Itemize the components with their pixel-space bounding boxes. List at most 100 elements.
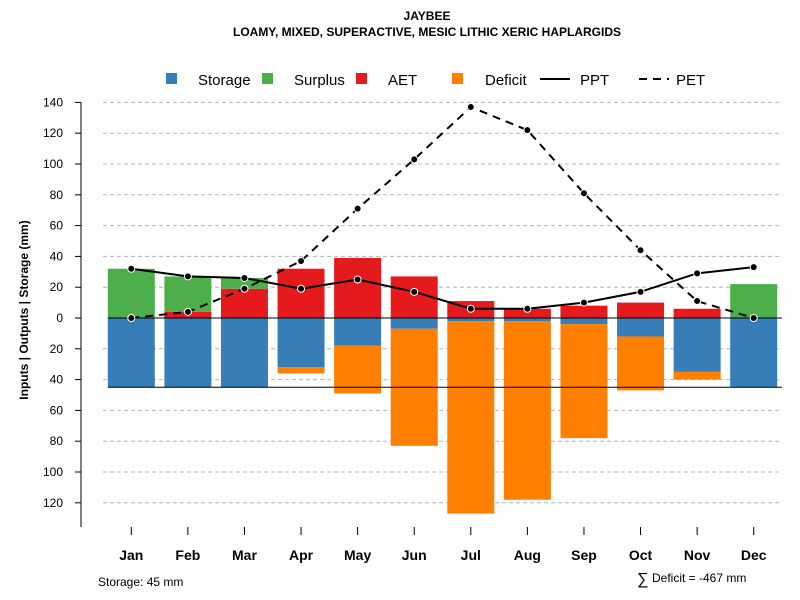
storage-bar (730, 318, 778, 388)
deficit-bar (503, 321, 551, 500)
deficit-bar (673, 371, 721, 380)
ppt-point (466, 304, 475, 313)
legend-swatch-surplus (262, 73, 273, 84)
legend-label-deficit: Deficit (485, 72, 528, 89)
legend-swatch-storage (166, 73, 177, 84)
ppt-point (636, 287, 645, 296)
deficit-sum-symbol: ∑ (637, 571, 648, 588)
x-tick-label: Oct (629, 547, 653, 563)
x-tick-label: May (344, 547, 371, 563)
pet-point (240, 284, 249, 293)
bars (107, 257, 778, 514)
y-tick-label: 100 (43, 465, 63, 479)
aet-bar (560, 305, 608, 318)
ppt-point (579, 298, 588, 307)
pet-point (693, 297, 702, 306)
deficit-bar (617, 336, 665, 391)
storage-bar (617, 318, 665, 337)
storage-bar (390, 318, 438, 329)
y-tick-label: 40 (50, 249, 64, 263)
legend-swatch-aet (356, 73, 367, 84)
ppt-point (693, 269, 702, 278)
y-axis-label: Inputs | Outputs | Storage (mm) (17, 220, 31, 399)
y-tick-label: 60 (50, 403, 64, 417)
storage-bar (334, 318, 382, 346)
ppt-point (297, 284, 306, 293)
chart-subtitle: LOAMY, MIXED, SUPERACTIVE, MESIC LITHIC … (233, 25, 621, 39)
x-tick-label: Mar (232, 547, 257, 563)
storage-bar (560, 318, 608, 325)
y-tick-label: 80 (50, 434, 64, 448)
storage-bar (107, 318, 155, 388)
legend: Storage Surplus AET Deficit PPT PET (166, 72, 705, 89)
x-tick-label: Jun (402, 547, 427, 563)
pet-point (183, 307, 192, 316)
surplus-bar (107, 268, 155, 318)
deficit-bar (277, 367, 325, 374)
ppt-point (183, 272, 192, 281)
deficit-bar (447, 321, 495, 514)
storage-bar (277, 318, 325, 368)
legend-swatch-deficit (452, 73, 463, 84)
y-tick-label: 140 (43, 95, 63, 109)
surplus-bar (220, 277, 268, 289)
aet-bar (673, 308, 721, 318)
y-tick-label: 20 (50, 342, 64, 356)
y-tick-label: 40 (50, 373, 64, 387)
y-tick-label: 100 (43, 157, 63, 171)
legend-label-pet: PET (676, 72, 705, 89)
chart-title: JAYBEE (404, 9, 451, 23)
ppt-point (749, 263, 758, 272)
aet-bar (220, 288, 268, 318)
x-tick-label: Dec (741, 547, 767, 563)
aet-bar (277, 268, 325, 318)
reference-lines (108, 317, 782, 388)
legend-label-storage: Storage (198, 72, 251, 89)
x-tick-label: Aug (514, 547, 541, 563)
legend-label-aet: AET (388, 72, 417, 89)
aet-bar (503, 308, 551, 318)
surplus-bar (164, 276, 212, 312)
legend-label-surplus: Surplus (294, 72, 345, 89)
lines (127, 103, 758, 322)
deficit-annotation: Deficit = -467 mm (652, 571, 746, 585)
y-tick-label: 60 (50, 219, 64, 233)
pet-point (353, 204, 362, 213)
ppt-point (127, 264, 136, 273)
storage-bar (673, 318, 721, 372)
ppt-point (523, 304, 532, 313)
ppt-point (410, 287, 419, 296)
storage-bar (447, 318, 495, 322)
pet-point (579, 189, 588, 198)
storage-annotation: Storage: 45 mm (98, 575, 183, 589)
ppt-line (131, 266, 754, 310)
pet-point (410, 155, 419, 164)
storage-bar (220, 318, 268, 388)
x-tick-label: Nov (684, 547, 711, 563)
y-tick-label: 0 (56, 311, 63, 325)
y-tick-label: 80 (50, 188, 64, 202)
x-tick-label: Sep (571, 547, 597, 563)
deficit-bar (560, 324, 608, 439)
pet-point (749, 314, 758, 322)
x-tick-label: Jan (119, 547, 143, 563)
storage-bar (164, 318, 212, 388)
pet-point (523, 126, 532, 135)
surplus-bar (730, 284, 778, 318)
x-tick-label: Apr (289, 547, 314, 563)
x-tick-label: Feb (175, 547, 200, 563)
aet-bar (617, 302, 665, 318)
x-tick-label: Jul (461, 547, 481, 563)
storage-bar (503, 318, 551, 322)
deficit-bar (334, 345, 382, 394)
pet-point (127, 314, 136, 322)
y-tick-label: 120 (43, 126, 63, 140)
ppt-point (240, 273, 249, 282)
pet-point (466, 103, 475, 112)
pet-line (131, 105, 754, 319)
aet-bar (334, 257, 382, 318)
axes: 140 120 100 80 60 40 20 0 20 40 60 80 100 120 Jan Feb Ma… (43, 95, 767, 563)
legend-label-ppt: PPT (580, 72, 609, 89)
y-tick-label: 20 (50, 280, 64, 294)
